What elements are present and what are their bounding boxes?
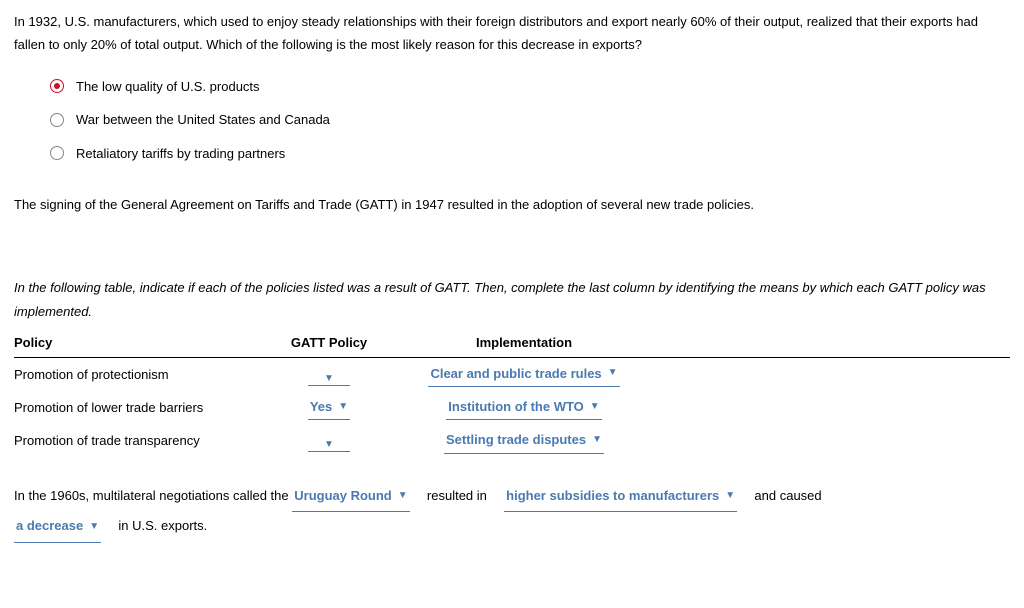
chevron-down-icon: ▼: [324, 440, 334, 450]
impl-dropdown-0[interactable]: Clear and public trade rules ▼: [428, 362, 619, 387]
gatt-dropdown-1[interactable]: Yes ▼: [308, 395, 350, 420]
gatt-table: Policy GATT Policy Implementation Promot…: [14, 331, 1010, 458]
dropdown-value: Settling trade disputes: [446, 428, 586, 451]
chevron-down-icon: ▼: [324, 374, 334, 384]
question1-options: The low quality of U.S. products War bet…: [50, 75, 1010, 165]
header-implementation: Implementation: [384, 331, 664, 354]
fill-dropdown-2[interactable]: higher subsidies to manufacturers ▼: [504, 482, 737, 513]
cell-policy-2: Promotion of trade transparency: [14, 429, 274, 452]
table-header-row: Policy GATT Policy Implementation: [14, 331, 1010, 357]
dropdown-value: Clear and public trade rules: [430, 362, 601, 385]
fill-sentence: In the 1960s, multilateral negotiations …: [14, 482, 1010, 543]
impl-dropdown-2[interactable]: Settling trade disputes ▼: [444, 428, 604, 453]
option-row-0[interactable]: The low quality of U.S. products: [50, 75, 1010, 98]
chevron-down-icon: ▼: [338, 402, 348, 412]
radio-icon[interactable]: [50, 113, 64, 127]
option-label-2: Retaliatory tariffs by trading partners: [76, 142, 285, 165]
option-row-1[interactable]: War between the United States and Canada: [50, 108, 1010, 131]
header-gatt: GATT Policy: [274, 331, 384, 354]
fill-text-1: In the 1960s, multilateral negotiations …: [14, 488, 289, 503]
chevron-down-icon: ▼: [592, 435, 602, 445]
dropdown-value: a decrease: [16, 512, 83, 541]
dropdown-value: higher subsidies to manufacturers: [506, 482, 719, 511]
radio-selected-icon[interactable]: [50, 79, 64, 93]
fill-dropdown-3[interactable]: a decrease ▼: [14, 512, 101, 543]
dropdown-value: Uruguay Round: [294, 482, 392, 511]
impl-dropdown-1[interactable]: Institution of the WTO ▼: [446, 395, 601, 420]
cell-policy-1: Promotion of lower trade barriers: [14, 396, 274, 419]
header-policy: Policy: [14, 331, 274, 354]
dropdown-value: Yes: [310, 395, 332, 418]
chevron-down-icon: ▼: [608, 368, 618, 378]
table-instruction: In the following table, indicate if each…: [14, 276, 1010, 323]
fill-dropdown-1[interactable]: Uruguay Round ▼: [292, 482, 409, 513]
cell-policy-0: Promotion of protectionism: [14, 363, 274, 386]
chevron-down-icon: ▼: [590, 402, 600, 412]
question1-text: In 1932, U.S. manufacturers, which used …: [14, 10, 1010, 57]
fill-text-4: in U.S. exports.: [118, 518, 207, 533]
fill-text-3: and caused: [754, 488, 821, 503]
table-row: Promotion of trade transparency ▼ Settli…: [14, 424, 1010, 457]
radio-icon[interactable]: [50, 146, 64, 160]
table-row: Promotion of protectionism ▼ Clear and p…: [14, 358, 1010, 391]
option-label-1: War between the United States and Canada: [76, 108, 330, 131]
fill-text-2: resulted in: [427, 488, 487, 503]
gatt-dropdown-2[interactable]: ▼: [308, 440, 350, 452]
chevron-down-icon: ▼: [398, 491, 408, 501]
dropdown-value: Institution of the WTO: [448, 395, 584, 418]
gatt-intro-text: The signing of the General Agreement on …: [14, 193, 1010, 216]
table-row: Promotion of lower trade barriers Yes ▼ …: [14, 391, 1010, 424]
chevron-down-icon: ▼: [89, 522, 99, 532]
option-label-0: The low quality of U.S. products: [76, 75, 260, 98]
gatt-dropdown-0[interactable]: ▼: [308, 374, 350, 386]
option-row-2[interactable]: Retaliatory tariffs by trading partners: [50, 142, 1010, 165]
chevron-down-icon: ▼: [725, 491, 735, 501]
